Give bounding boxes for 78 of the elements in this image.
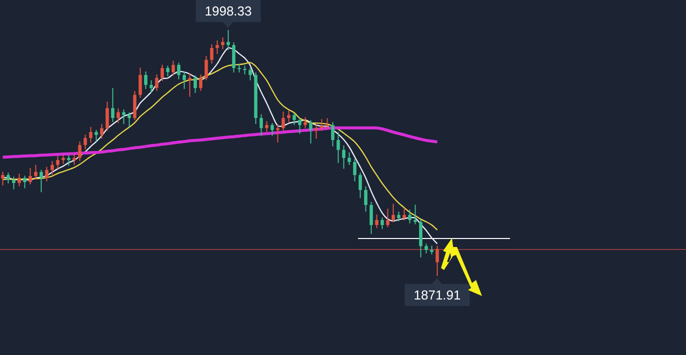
candlestick — [380, 216, 384, 230]
candlestick — [320, 118, 324, 132]
candlestick — [238, 63, 241, 73]
candlestick — [364, 186, 368, 212]
candlestick — [23, 175, 26, 189]
candlestick — [408, 209, 412, 224]
candlestick — [309, 120, 312, 144]
candlestick — [358, 172, 362, 198]
candlestick — [348, 152, 351, 166]
candlestick — [370, 201, 373, 234]
candlestick — [116, 108, 120, 124]
candlestick — [166, 65, 170, 77]
candlestick — [248, 67, 252, 81]
candlestick — [56, 156, 60, 170]
candlestick — [282, 110, 285, 132]
candlestick — [402, 207, 406, 221]
candlestick — [94, 129, 98, 142]
candlestick — [172, 60, 175, 76]
candlestick — [386, 208, 390, 228]
candlestick — [50, 160, 54, 176]
candlestick — [270, 122, 274, 136]
candlestick — [436, 245, 439, 276]
candlestick — [424, 243, 428, 254]
candlestick — [155, 74, 158, 92]
candlestick — [28, 167, 32, 185]
candlestick — [12, 176, 16, 190]
candlestick — [292, 112, 296, 126]
candlestick — [106, 101, 109, 132]
candlestick — [182, 71, 186, 90]
candlestick — [375, 214, 378, 229]
candlestick — [128, 112, 131, 128]
candlestick — [314, 124, 318, 140]
candlestick — [287, 110, 290, 123]
candlestick — [138, 67, 142, 98]
candlestick — [45, 166, 48, 182]
candlestick — [204, 55, 208, 81]
candlestick — [199, 74, 202, 92]
annotation: 1871.91 — [414, 288, 461, 303]
candlestick — [72, 152, 76, 166]
candlestick — [6, 172, 10, 184]
candlestick — [18, 173, 21, 187]
candlestick — [210, 44, 214, 64]
candlestick — [160, 64, 164, 82]
candlestick — [221, 36, 224, 50]
candlestick — [78, 141, 82, 162]
candlestick — [133, 90, 136, 121]
candlestick — [150, 80, 153, 94]
candlestick — [226, 30, 230, 51]
candlestick — [194, 74, 197, 94]
candlestick — [100, 124, 104, 140]
candlestick — [353, 158, 356, 182]
candlestick — [331, 122, 334, 147]
candlestick — [265, 120, 268, 132]
candlestick — [1, 171, 4, 186]
candlestick — [243, 65, 246, 75]
candlestick — [188, 72, 192, 98]
candlestick — [397, 211, 400, 222]
candlestick — [40, 169, 43, 193]
candlestick — [84, 134, 87, 150]
candlestick — [89, 126, 92, 144]
candlestick — [342, 144, 346, 170]
candlestick — [34, 164, 38, 180]
candlestick — [177, 62, 180, 80]
candlestick — [298, 118, 302, 134]
candlestick — [232, 42, 236, 73]
candlestick — [111, 88, 114, 123]
candlestick — [276, 124, 280, 144]
candlestick — [392, 203, 395, 223]
candlestick — [144, 71, 148, 90]
candlestick — [260, 114, 263, 136]
candlestick — [122, 108, 126, 125]
candlestick — [304, 116, 307, 128]
candlestick — [67, 154, 70, 166]
candlestick — [216, 40, 219, 54]
candlestick — [336, 131, 340, 164]
candlestick — [414, 204, 417, 225]
candlestick — [326, 118, 329, 130]
annotation: 1998.33 — [204, 4, 252, 19]
